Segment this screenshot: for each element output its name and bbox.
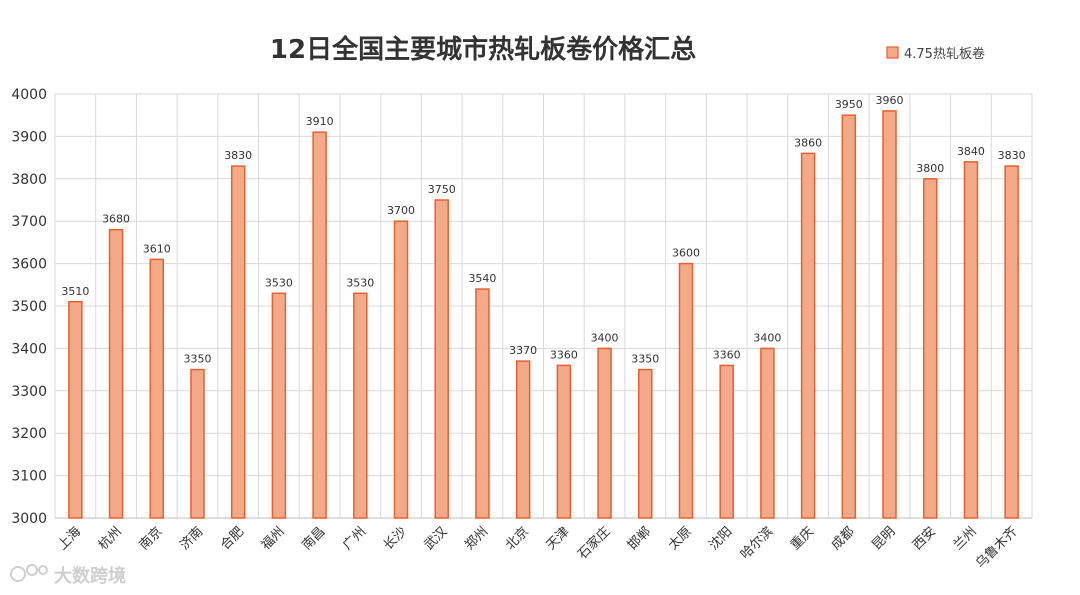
bar-1 (108, 228, 124, 519)
y-tick-label: 3000 (11, 511, 47, 527)
x-tick-label: 成都 (829, 524, 858, 553)
data-label: 3910 (306, 115, 334, 128)
x-tick-label: 广州 (340, 524, 369, 553)
data-label: 3800 (916, 162, 944, 175)
x-tick-label: 天津 (544, 524, 573, 553)
data-label: 3540 (468, 272, 496, 285)
legend-swatch (886, 46, 899, 59)
data-labels: 3510 3680 3610 3350 3830 3530 3910 3530 3700 3750… (61, 94, 1025, 366)
logo-icon (10, 564, 48, 582)
chart-title: 12日全国主要城市热轧板卷价格汇总 (270, 34, 696, 65)
x-tick-label: 长沙 (381, 524, 410, 553)
data-label: 3350 (183, 353, 211, 366)
x-tick-label: 北京 (503, 524, 532, 553)
legend-label: 4.75热轧板卷 (904, 46, 985, 62)
y-tick-label: 3900 (11, 129, 47, 145)
gridlines (54, 93, 1033, 519)
data-label: 3840 (957, 145, 985, 158)
x-tick-label: 兰州 (951, 524, 980, 553)
data-label: 3360 (550, 348, 578, 361)
bar-9 (434, 199, 449, 519)
data-label: 3860 (794, 136, 822, 149)
x-tick-label: 上海 (55, 524, 84, 553)
bars (68, 110, 1019, 519)
data-label: 3530 (265, 276, 293, 289)
bar-3 (190, 368, 205, 519)
y-tick-label: 3300 (11, 384, 47, 400)
bar-15 (678, 262, 694, 519)
bar-20 (882, 110, 897, 519)
x-tick-label: 重庆 (787, 524, 817, 554)
bar-12 (556, 364, 572, 519)
watermark-text: 大数跨境 (54, 565, 126, 587)
x-tick-label: 合肥 (218, 524, 247, 553)
data-label: 3680 (102, 213, 130, 226)
bar-8 (393, 220, 409, 519)
x-axis: 上海 杭州 南京 济南 合肥 福州 南昌 广州 长沙 武汉 郑州 北京 天津 石家庄 邯郸 太原 沈阳 哈尔滨 重庆… (55, 524, 1020, 572)
data-label: 3350 (631, 353, 659, 366)
data-label: 3370 (509, 344, 537, 357)
watermark: 大数跨境 (10, 564, 126, 587)
x-tick-label: 哈尔滨 (737, 524, 776, 563)
x-tick-label: 济南 (177, 524, 207, 554)
bar-14 (638, 368, 653, 519)
x-tick-label: 福州 (259, 524, 288, 553)
bar-2 (149, 258, 165, 519)
bar-17 (760, 347, 775, 519)
bar-21 (922, 178, 938, 519)
data-label: 3950 (835, 98, 863, 111)
data-label: 3830 (998, 149, 1026, 162)
x-tick-label: 邯郸 (625, 524, 654, 553)
x-tick-label: 南京 (136, 524, 166, 554)
data-label: 3700 (387, 204, 415, 217)
bar-11 (515, 360, 531, 519)
y-tick-label: 3100 (11, 469, 47, 485)
data-label: 3830 (224, 149, 252, 162)
y-tick-label: 3600 (11, 257, 47, 273)
x-tick-label: 乌鲁木齐 (972, 524, 1020, 572)
bar-23 (1004, 165, 1019, 519)
data-label: 3960 (876, 94, 904, 107)
x-tick-label: 沈阳 (707, 524, 736, 553)
data-label: 3750 (428, 183, 456, 196)
bar-10 (475, 288, 490, 519)
y-tick-label: 3800 (11, 172, 47, 188)
bar-16 (719, 364, 734, 519)
x-tick-label: 石家庄 (574, 524, 613, 563)
data-label: 3400 (753, 331, 781, 344)
x-tick-label: 杭州 (96, 524, 125, 553)
bar-6 (312, 131, 327, 519)
bar-22 (963, 161, 979, 519)
bar-7 (353, 292, 368, 519)
y-tick-label: 3700 (11, 214, 47, 230)
y-tick-label: 3200 (11, 426, 47, 442)
data-label: 3400 (591, 331, 619, 344)
x-tick-label: 西安 (910, 524, 939, 553)
bar-19 (841, 114, 857, 519)
y-tick-label: 3400 (11, 341, 47, 357)
data-label: 3530 (346, 276, 374, 289)
data-label: 3610 (143, 242, 171, 255)
y-tick-label: 4000 (11, 87, 47, 103)
legend: 4.75热轧板卷 (886, 46, 985, 62)
data-label: 3600 (672, 247, 700, 260)
y-axis: 3000 3100 3200 3300 3400 3500 3600 3700 3800 3900… (11, 87, 47, 527)
y-tick-label: 3500 (11, 299, 47, 315)
bar-0 (68, 301, 83, 519)
x-tick-label: 昆明 (869, 524, 898, 553)
x-tick-label: 太原 (666, 524, 695, 553)
bar-5 (271, 292, 287, 519)
x-tick-label: 郑州 (462, 524, 491, 553)
x-tick-label: 南昌 (299, 524, 329, 554)
bar-18 (800, 152, 816, 519)
data-label: 3510 (61, 285, 89, 298)
bar-13 (597, 347, 612, 519)
x-tick-label: 武汉 (422, 524, 451, 553)
data-label: 3360 (713, 348, 741, 361)
bar-4 (230, 165, 246, 519)
